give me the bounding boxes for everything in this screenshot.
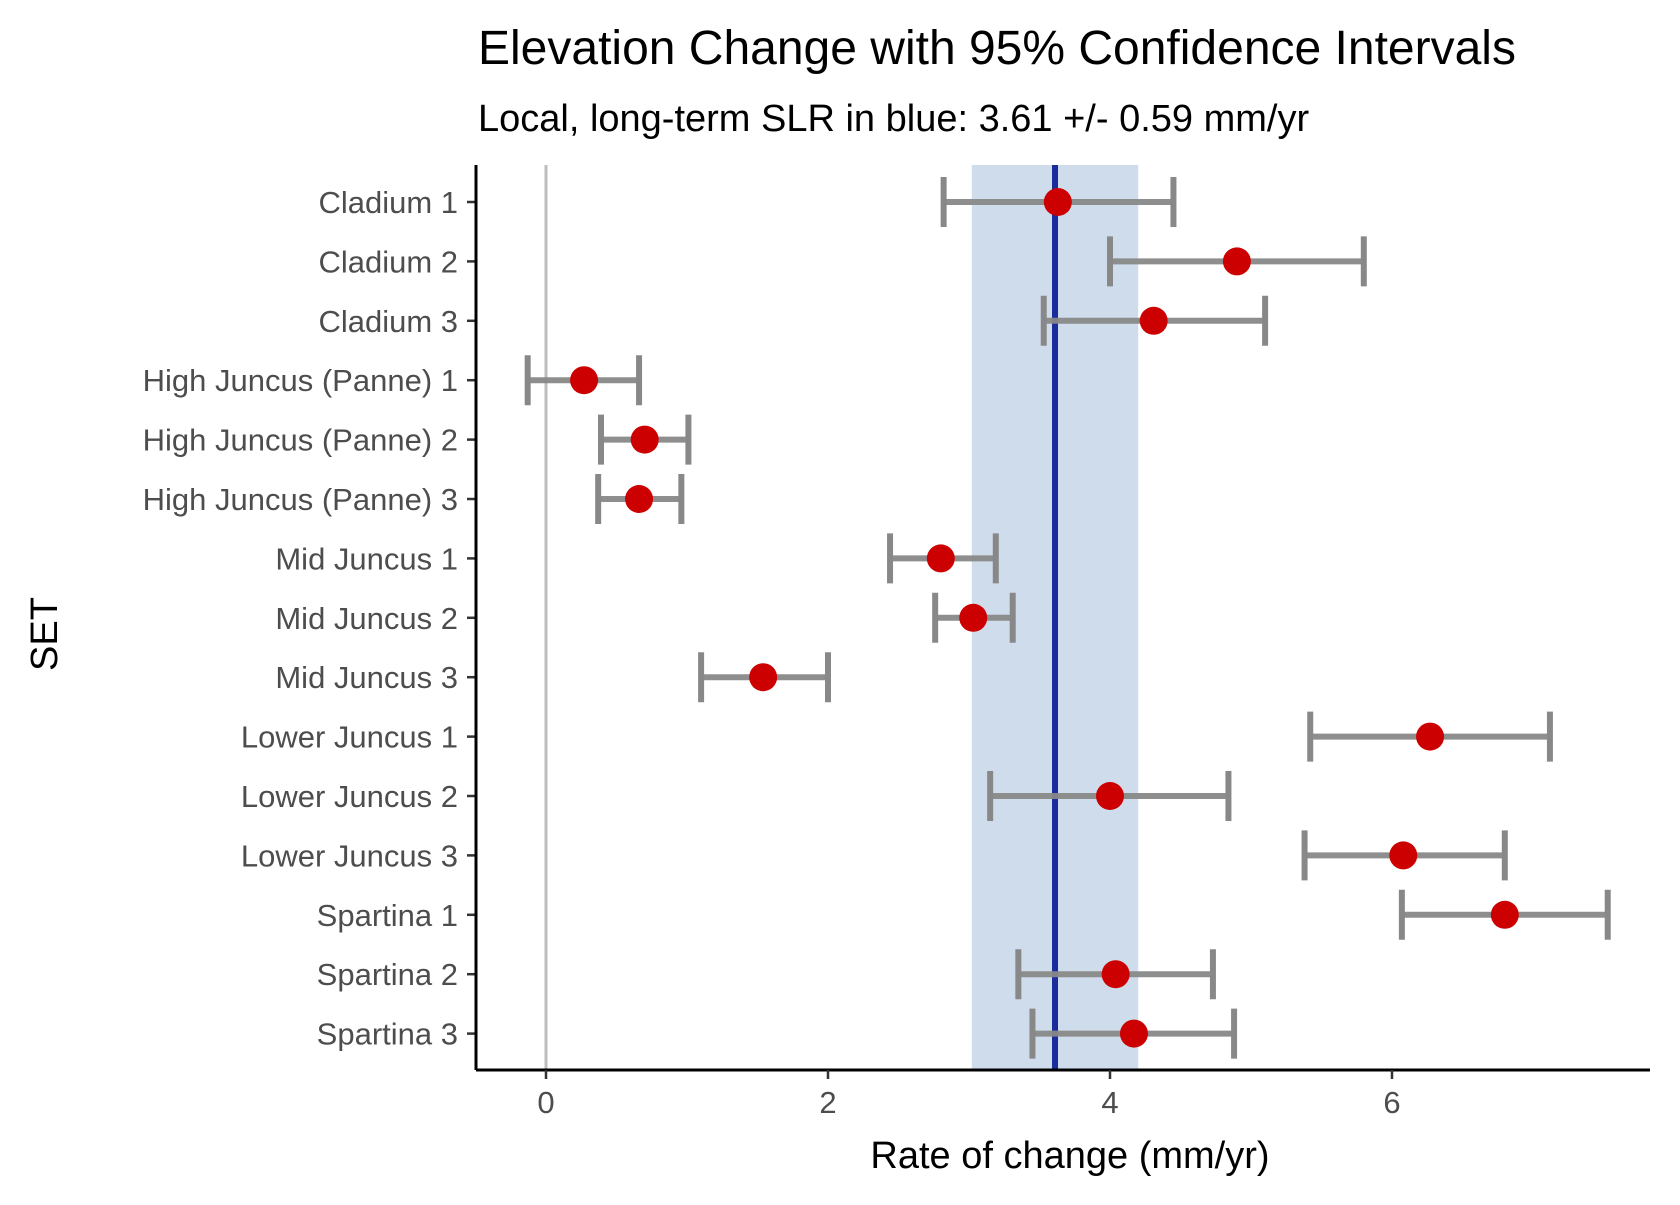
y-tick-label: High Juncus (Panne) 2 — [143, 423, 458, 458]
y-tick-label: High Juncus (Panne) 3 — [143, 482, 458, 517]
data-point — [1139, 306, 1168, 335]
plot-area: Cladium 1 Cladium 2 Cladium 3 High Juncus (… — [143, 165, 1650, 1120]
y-tick-label: Spartina 3 — [317, 1017, 458, 1052]
chart-subtitle: Local, long-term SLR in blue: 3.61 +/- 0… — [478, 98, 1309, 140]
errorbar-5 — [597, 414, 692, 465]
x-tick-label: 4 — [1101, 1085, 1118, 1120]
data-point — [1101, 960, 1130, 989]
errorbar-6 — [595, 474, 685, 524]
data-point — [570, 366, 599, 395]
errorbar-7 — [887, 533, 999, 584]
errorbar-11 — [987, 771, 1232, 821]
errorbar-13 — [1398, 889, 1611, 940]
y-tick-label: High Juncus (Panne) 1 — [143, 363, 458, 398]
data-point — [1490, 900, 1519, 929]
data-point — [630, 425, 659, 454]
data-point — [1043, 188, 1072, 216]
x-tick-label: 2 — [819, 1085, 836, 1120]
errorbar-2 — [1107, 236, 1367, 287]
errorbar-14 — [1015, 949, 1216, 1000]
y-tick-label: Spartina 2 — [317, 957, 458, 992]
errorbar-15 — [1029, 1008, 1238, 1059]
data-point — [1096, 782, 1124, 810]
y-tick-label: Cladium 3 — [318, 304, 458, 339]
data-point — [625, 485, 654, 513]
errorbar-8 — [932, 592, 1016, 643]
y-tick-label: Mid Juncus 3 — [275, 660, 458, 695]
y-tick-label: Mid Juncus 1 — [275, 541, 458, 576]
data-point — [1389, 841, 1418, 870]
errorbar-3 — [1040, 295, 1269, 346]
y-axis-title: SET — [24, 597, 66, 671]
data-point — [1222, 247, 1251, 276]
data-point — [1416, 722, 1445, 751]
y-tick-label: Mid Juncus 2 — [275, 601, 458, 636]
errorbar-9 — [698, 652, 831, 703]
errorbar-10 — [1307, 711, 1553, 762]
x-axis-title: Rate of change (mm/yr) — [870, 1135, 1269, 1177]
chart-title: Elevation Change with 95% Confidence Int… — [478, 22, 1516, 75]
y-tick-label: Cladium 2 — [318, 244, 458, 279]
y-tick-label: Lower Juncus 2 — [241, 779, 458, 814]
y-tick-label: Spartina 1 — [317, 898, 458, 933]
data-point — [959, 603, 988, 632]
data-point — [749, 663, 778, 692]
errorbar-1 — [940, 177, 1177, 227]
data-point — [1119, 1019, 1148, 1048]
x-tick-label: 6 — [1383, 1085, 1400, 1120]
y-tick-label: Cladium 1 — [318, 185, 458, 220]
errorbar-4 — [524, 355, 643, 406]
y-tick-label: Lower Juncus 1 — [241, 720, 458, 755]
data-point — [926, 544, 955, 573]
y-tick-label: Lower Juncus 3 — [241, 838, 458, 873]
errorbar-12 — [1301, 830, 1508, 881]
x-tick-label: 0 — [537, 1085, 554, 1120]
